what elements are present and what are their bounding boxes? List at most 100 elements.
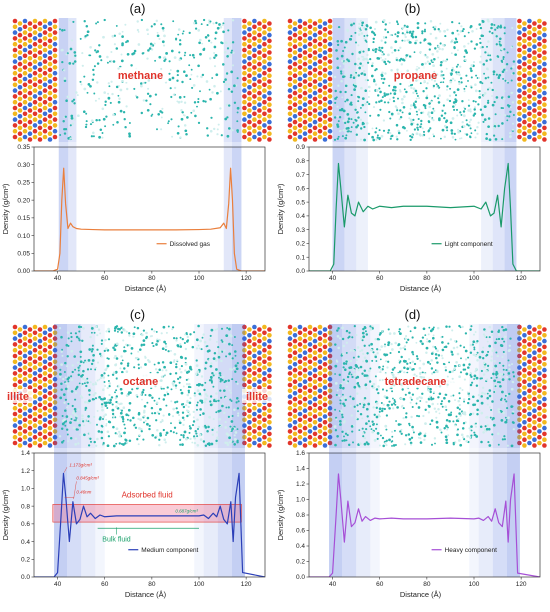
fluid-atom xyxy=(144,355,147,358)
fluid-atom xyxy=(175,339,178,342)
wall-atom xyxy=(37,362,43,367)
wall-atom xyxy=(532,44,537,49)
wall-atom xyxy=(287,336,293,341)
fluid-atom xyxy=(502,97,506,101)
fluid-atom xyxy=(176,400,179,403)
wall-atom xyxy=(42,405,48,411)
fluid-atom xyxy=(89,84,92,88)
fluid-atom xyxy=(120,355,123,358)
wall-atom xyxy=(47,437,53,442)
fluid-atom xyxy=(474,129,477,132)
wall-atom xyxy=(537,76,542,82)
fluid-atom xyxy=(80,371,83,374)
fluid-atom xyxy=(180,370,183,374)
fluid-atom xyxy=(342,344,346,348)
fluid-atom xyxy=(85,123,88,126)
fluid-atom xyxy=(461,427,465,430)
fluid-atom xyxy=(444,59,448,63)
fluid-atom xyxy=(196,401,199,404)
fluid-atom xyxy=(391,390,394,393)
wall-atom xyxy=(22,423,28,428)
fluid-atom xyxy=(74,410,77,413)
wall-atom xyxy=(327,324,333,330)
fluid-atom xyxy=(140,344,143,347)
fluid-atom xyxy=(495,99,498,102)
wall-atom xyxy=(242,88,247,93)
wall-atom xyxy=(297,30,303,35)
wall-atom xyxy=(517,342,522,347)
fluid-atom xyxy=(90,325,93,328)
wall-atom xyxy=(257,67,262,73)
wall-atom xyxy=(27,108,33,113)
wall-atom xyxy=(302,50,308,55)
fluid-atom xyxy=(420,119,423,123)
wall-atom xyxy=(52,65,58,70)
fluid-atom xyxy=(495,43,498,46)
fluid-atom xyxy=(188,401,192,405)
fluid-atom xyxy=(387,93,390,96)
fluid-atom xyxy=(215,439,218,443)
wall-atom xyxy=(262,342,267,347)
molecule-label: methane xyxy=(118,70,163,82)
fluid-atom xyxy=(226,443,230,446)
fluid-atom xyxy=(86,30,90,34)
fluid-atom xyxy=(74,387,78,391)
fluid-atom xyxy=(512,371,515,374)
fluid-atom xyxy=(114,397,118,400)
fluid-atom xyxy=(492,417,495,420)
fluid-atom xyxy=(485,427,489,431)
fluid-atom xyxy=(206,134,209,137)
wall-atom xyxy=(297,434,303,440)
fluid-atom xyxy=(497,333,501,337)
molecule-label: tetradecane xyxy=(385,376,447,388)
fluid-atom xyxy=(378,87,381,90)
wall-atom xyxy=(522,50,527,55)
fluid-atom xyxy=(460,77,463,80)
fluid-atom xyxy=(191,86,194,89)
wall-atom xyxy=(527,342,532,347)
wall-atom xyxy=(312,414,318,419)
wall-atom xyxy=(322,437,328,442)
wall-atom xyxy=(252,330,257,336)
fluid-atom xyxy=(81,339,84,342)
wall-atom xyxy=(322,32,328,38)
fluid-atom xyxy=(63,127,66,131)
fluid-atom xyxy=(142,81,145,84)
fluid-atom xyxy=(228,333,232,337)
wall-atom xyxy=(247,90,252,96)
fluid-atom xyxy=(476,132,479,135)
fluid-atom xyxy=(512,60,516,63)
y-tick-label: 1.2 xyxy=(21,468,30,475)
fluid-atom xyxy=(462,114,466,118)
fluid-atom xyxy=(222,80,226,84)
wall-atom xyxy=(532,443,537,448)
fluid-atom xyxy=(437,354,441,357)
fluid-atom xyxy=(439,42,442,45)
fluid-atom xyxy=(389,92,392,95)
wall-atom xyxy=(247,137,252,142)
fluid-atom xyxy=(400,432,403,435)
wall-atom xyxy=(52,105,58,111)
wall-atom xyxy=(262,336,267,341)
fluid-atom xyxy=(120,331,124,334)
wall-atom xyxy=(317,400,323,405)
wall-atom xyxy=(307,24,313,30)
fluid-atom xyxy=(424,334,427,337)
fluid-atom xyxy=(495,376,498,379)
wall-atom xyxy=(47,61,53,67)
fluid-atom xyxy=(486,424,489,427)
fluid-atom xyxy=(508,392,511,396)
fluid-atom xyxy=(96,81,99,84)
fluid-atom xyxy=(388,407,391,410)
wall-atom xyxy=(42,134,48,140)
fluid-atom xyxy=(416,26,420,30)
wall-atom xyxy=(22,134,28,140)
wall-atom xyxy=(247,50,252,55)
fluid-atom xyxy=(441,48,444,51)
fluid-atom xyxy=(481,350,484,354)
fluid-atom xyxy=(181,337,184,341)
fluid-atom xyxy=(100,355,103,358)
wall-atom xyxy=(37,137,43,142)
fluid-atom xyxy=(364,78,368,82)
fluid-atom xyxy=(374,20,378,24)
